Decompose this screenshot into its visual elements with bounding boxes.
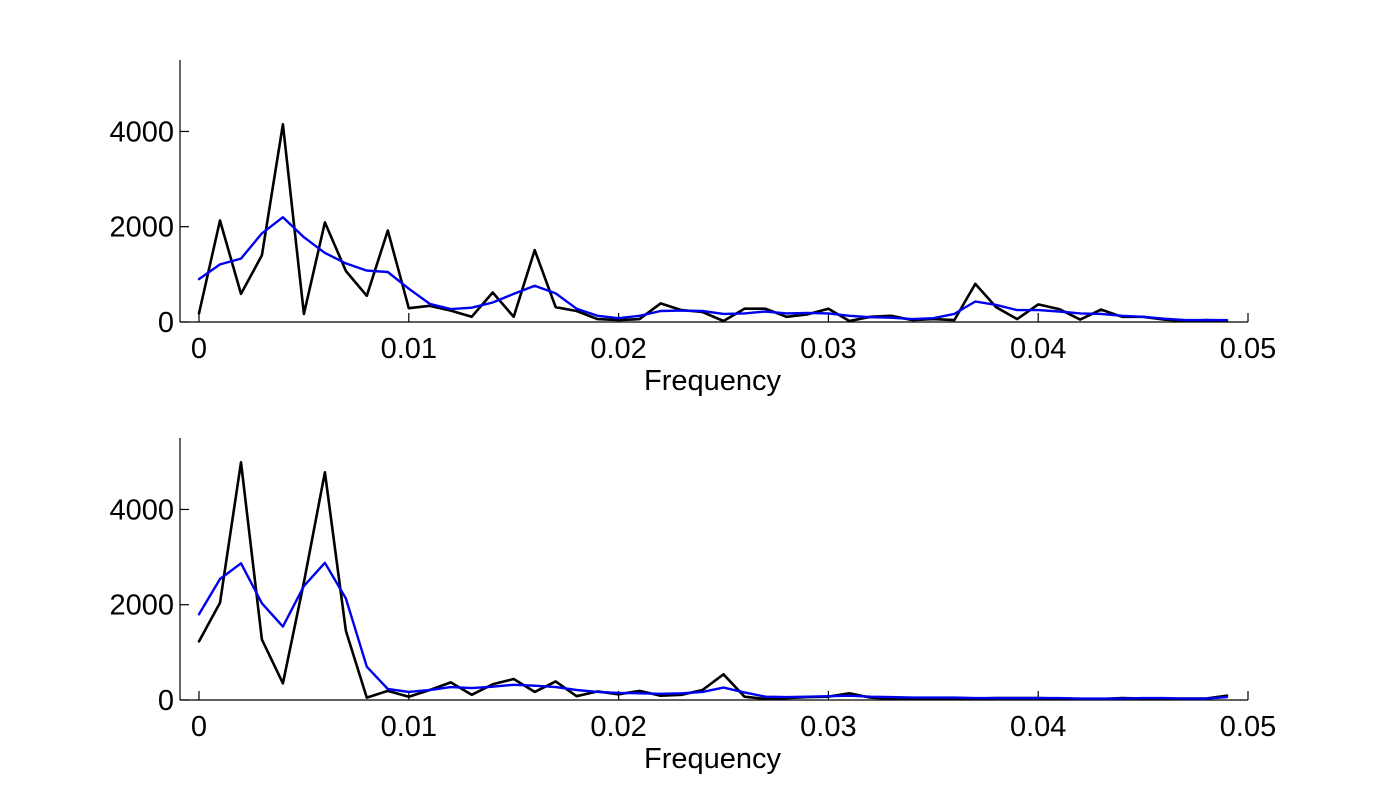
y-tick-label: 4000 [109,494,174,526]
x-tick-label: 0.03 [800,333,856,365]
y-tick-label: 2000 [109,212,174,244]
y-tick-label: 0 [158,685,174,717]
x-tick-label: 0.04 [1010,711,1066,743]
x-tick-label: 0.01 [381,333,437,365]
y-tick-label: 0 [158,307,174,339]
series-line-blue [197,561,1229,700]
series-line-black [197,460,1229,701]
x-tick-label: 0.01 [381,711,437,743]
top-spectrum-panel: 0 0.01 0.02 0.03 0.04 0.05 0 2000 4000 Frequency [109,60,1276,397]
x-tick-label: 0 [191,333,207,365]
series-line-black [197,123,1229,323]
x-tick-label: 0.05 [1220,711,1276,743]
x-tick-label: 0.05 [1220,333,1276,365]
bottom-spectrum-panel: 0 0.01 0.02 0.03 0.04 0.05 0 2000 4000 Frequency [109,438,1276,775]
x-tick-label: 0.02 [590,333,646,365]
x-axis-label: Frequency [644,743,782,775]
series-line-blue [197,215,1229,322]
x-tick-label: 0 [191,711,207,743]
x-tick-label: 0.02 [590,711,646,743]
y-tick-label: 2000 [109,590,174,622]
x-axis-label: Frequency [644,365,782,397]
x-tick-label: 0.04 [1010,333,1066,365]
y-tick-label: 4000 [109,116,174,148]
x-tick-label: 0.03 [800,711,856,743]
